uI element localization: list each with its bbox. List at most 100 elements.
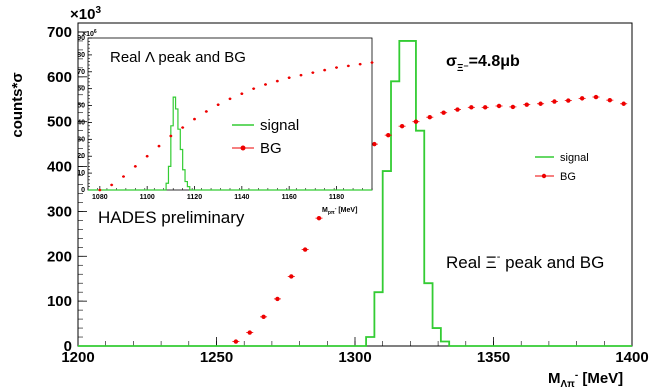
main-bg-point [482, 105, 488, 110]
inset-bg-point [228, 97, 232, 101]
main-x-tick-label: 1250 [200, 349, 233, 366]
main-bg-point [607, 97, 613, 103]
peak-annotation-prefix: Real Ξ [446, 253, 497, 272]
inset-x-axis-label-sub: pπ [328, 210, 335, 216]
inset-bg-point [145, 154, 149, 158]
main-bg-point [455, 107, 460, 112]
main-bg-point [316, 215, 322, 221]
legend-signal-label: signal [560, 152, 589, 164]
inset-bg-point [323, 68, 326, 72]
inset-title: Real Λ peak and BG [110, 49, 246, 66]
inset-bg-point [110, 183, 113, 187]
x-axis-label-sup: - [575, 370, 578, 381]
main-bg-point [372, 141, 377, 147]
main-bg-point [524, 102, 529, 107]
inset-x-axis-label-sup: - [335, 206, 337, 212]
main-bg-point [579, 96, 585, 101]
inset-legend-signal-label: signal [260, 117, 299, 134]
main-bg-point [261, 314, 266, 320]
peak-annotation: Real Ξ- peak and BG [446, 251, 604, 272]
inset-background [88, 38, 372, 190]
inset-bg-point [205, 110, 208, 113]
main-signal-histogram-line [78, 40, 632, 347]
main-bg-point [386, 132, 391, 138]
inset-x-axis-label-main: M [322, 207, 328, 214]
main-legend: signal BG [535, 152, 589, 183]
main-bg-point [496, 103, 502, 109]
main-bg-point [469, 105, 474, 110]
main-bg-point [621, 101, 626, 106]
inset-y-tick-label: 90 [77, 35, 85, 42]
inset-bg-point [193, 117, 196, 121]
inset-bg-point [216, 103, 220, 107]
main-signal-histogram [78, 40, 632, 347]
legend-bg-marker [541, 173, 547, 179]
inset-bg-point [157, 144, 161, 148]
cross-section-subscript: Ξ⁻ [457, 63, 469, 74]
inset-bg-point [252, 87, 255, 90]
main-x-tick-label: 1350 [477, 349, 510, 366]
main-x-tick-label: 1200 [61, 349, 94, 366]
main-bg-point [593, 94, 599, 100]
main-bg-point [399, 123, 405, 129]
inset-bg-point [358, 62, 362, 66]
inset-y-tick-label: 70 [77, 69, 85, 76]
inset-bg-point [311, 71, 315, 74]
inset-bg-point [134, 165, 137, 168]
x-axis-label-unit: [MeV] [578, 370, 623, 387]
legend-bg-label: BG [560, 171, 576, 183]
inset-x-axis-label: Mpπ- [MeV] [322, 206, 357, 216]
inset-x-tick-label: 1180 [329, 194, 344, 201]
main-x-tick-label: 1300 [338, 349, 371, 366]
inset-y-multiplier-base: ×10 [82, 31, 94, 38]
cross-section-annotation: σΞ⁻=4.8μb [446, 53, 520, 74]
inset-y-multiplier-exponent: 6 [94, 29, 97, 35]
inset-signal-histogram [88, 96, 372, 191]
y-multiplier-base: ×10 [70, 6, 95, 23]
main-bg-point [427, 115, 432, 120]
inset-y-tick-label: 50 [77, 103, 85, 110]
inset-y-tick-label: 0 [81, 187, 85, 194]
inset-plot: 1080 1100 1120 1140 1160 1180 0 10 20 30 40 50 60 70 8… [77, 29, 374, 216]
inset-bg-point [299, 73, 303, 77]
main-bg-point [566, 98, 571, 103]
inset-bg-point [264, 83, 267, 86]
inset-signal-histogram-line [88, 96, 372, 191]
inset-bg-point [276, 79, 279, 83]
main-y-tick-label: 500 [47, 114, 72, 131]
inset-bg-point [122, 175, 125, 178]
x-axis-label-main: M [548, 370, 561, 387]
inset-legend-bg-label: BG [260, 140, 282, 157]
inset-x-tick-label: 1120 [187, 194, 202, 201]
main-bg-point [233, 339, 239, 344]
inset-y-tick-label: 20 [77, 153, 85, 160]
inset-bg-point [240, 92, 244, 96]
inset-y-tick-label: 40 [77, 119, 85, 126]
main-bg-point [289, 274, 294, 279]
main-plot: 1200 1250 1300 1350 140001002003004005006007… [9, 5, 649, 387]
inset-x-tick-label: 1100 [140, 194, 155, 201]
main-y-tick-label: 0 [64, 338, 72, 355]
main-bg-point [247, 330, 252, 335]
y-axis-label: counts*σ [9, 72, 26, 137]
x-axis-label-sub: Λπ [561, 379, 576, 387]
inset-y-tick-label: 60 [77, 86, 85, 93]
main-y-tick-label: 300 [47, 203, 72, 220]
preliminary-label: HADES preliminary [98, 208, 245, 227]
x-axis-label: MΛπ- [MeV] [548, 370, 623, 387]
inset-x-tick-label: 1160 [282, 194, 297, 201]
main-bg-point [413, 119, 419, 124]
inset-bg-point [370, 61, 374, 64]
inset-y-multiplier: ×106 [82, 29, 97, 38]
y-multiplier-exponent: 3 [95, 5, 101, 16]
inset-axis-ticks: 1080 1100 1120 1140 1160 1180 0 10 20 30 40 50 60 70 8… [77, 35, 373, 201]
inset-legend-bg-marker [240, 145, 246, 151]
cross-section-value: =4.8μb [469, 53, 520, 70]
inset-bg-point [335, 66, 338, 69]
inset-bg-point [347, 64, 350, 68]
main-bg-point [441, 110, 446, 115]
main-bg-point [538, 101, 543, 106]
peak-annotation-sup: - [497, 251, 501, 263]
inset-y-tick-label: 10 [77, 170, 85, 177]
